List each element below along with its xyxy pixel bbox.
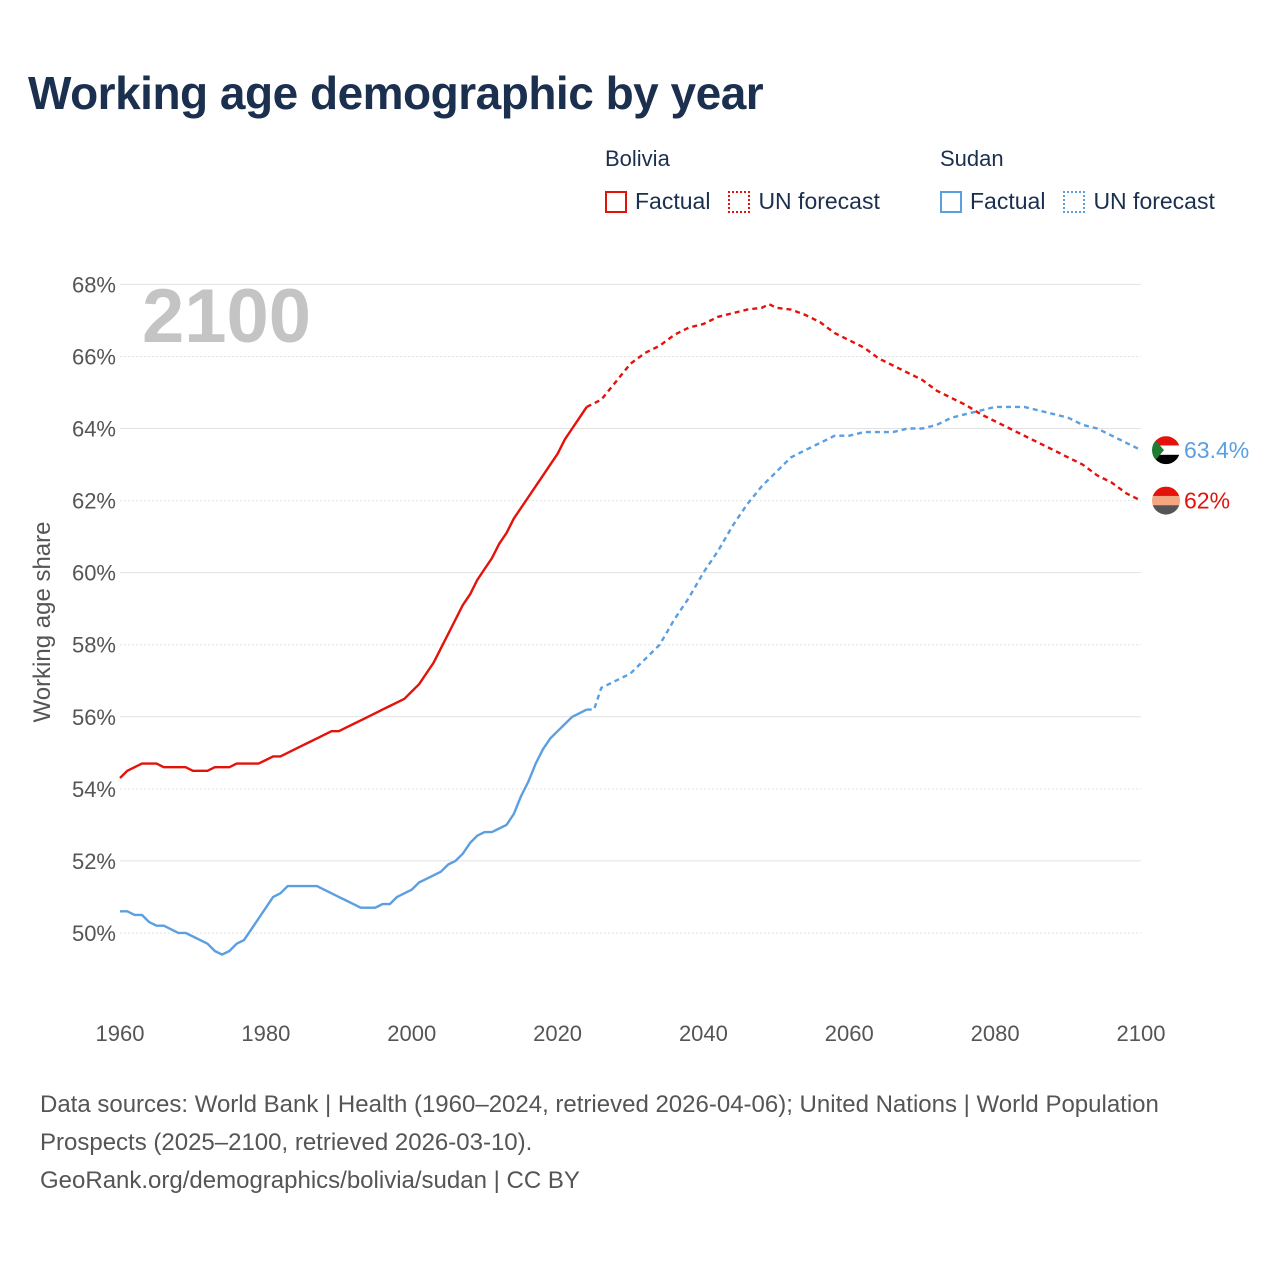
y-tick-label-68: 68%	[72, 272, 116, 297]
legend-label-sudan-forecast: UN forecast	[1093, 188, 1215, 214]
chart-plot: 2100 Working age share 50% 52% 54% 56% 58% 60…	[29, 272, 1249, 1046]
legend-country-bolivia: Bolivia	[605, 146, 670, 171]
footer-sources: Data sources: World Bank | Health (1960–…	[40, 1091, 1159, 1156]
y-tick-label-66: 66%	[72, 344, 116, 369]
y-tick-label-54: 54%	[72, 777, 116, 802]
endpoints: 62% 63.4%	[1152, 436, 1249, 515]
legend-label-bolivia-forecast: UN forecast	[758, 188, 880, 214]
chart-title: Working age demographic by year	[28, 67, 764, 119]
legend-label-bolivia-factual: Factual	[635, 188, 711, 214]
legend-item-sudan-forecast[interactable]: UN forecast	[1063, 188, 1215, 215]
series	[119, 302, 1142, 956]
y-tick-label-56: 56%	[72, 705, 116, 730]
end-label-sudan: 63.4%	[1184, 437, 1249, 463]
x-tick-label-1960: 1960	[96, 1021, 145, 1046]
flag-bolivia-icon	[1152, 486, 1180, 515]
x-tick-label-2020: 2020	[533, 1021, 582, 1046]
legend-country-sudan: Sudan	[940, 146, 1004, 171]
x-tick-label-2100: 2100	[1117, 1021, 1166, 1046]
series-line-bolivia-forecast	[586, 302, 1142, 502]
x-tick-label-2080: 2080	[971, 1021, 1020, 1046]
grid	[120, 283, 1141, 934]
year-watermark: 2100	[142, 274, 311, 359]
axis-ticks: 50% 52% 54% 56% 58% 60% 62% 64% 66% 68% 1960 1980 20…	[72, 272, 1166, 1046]
legend-item-bolivia-factual[interactable]: Factual	[605, 188, 710, 215]
legend-group-bolivia: Bolivia Factual UN forecast	[605, 146, 898, 215]
end-label-bolivia: 62%	[1184, 488, 1230, 514]
legend-swatch-bolivia-forecast	[728, 190, 751, 213]
y-tick-label-62: 62%	[72, 489, 116, 514]
footer-attribution[interactable]: GeoRank.org/demographics/bolivia/sudan |…	[40, 1167, 580, 1194]
y-tick-label-64: 64%	[72, 417, 116, 442]
legend-swatch-bolivia-factual	[605, 190, 627, 213]
y-tick-label-58: 58%	[72, 633, 116, 658]
legend-item-bolivia-forecast[interactable]: UN forecast	[728, 188, 880, 215]
series-line-bolivia-factual	[119, 406, 588, 779]
x-tick-label-2040: 2040	[679, 1021, 728, 1046]
legend-swatch-sudan-factual	[940, 190, 962, 213]
flag-sudan-icon	[1152, 436, 1180, 465]
legend-item-sudan-factual[interactable]: Factual	[940, 188, 1045, 215]
y-axis-label: Working age share	[29, 522, 56, 723]
legend-group-sudan: Sudan Factual UN forecast	[940, 146, 1233, 215]
y-tick-label-60: 60%	[72, 561, 116, 586]
series-line-sudan-forecast	[586, 405, 1142, 711]
y-tick-label-52: 52%	[72, 849, 116, 874]
footer: Data sources: World Bank | Health (1960–…	[40, 1086, 1220, 1200]
x-tick-label-2000: 2000	[387, 1021, 436, 1046]
series-line-sudan-factual	[120, 708, 588, 956]
x-tick-label-2060: 2060	[825, 1021, 874, 1046]
x-tick-label-1980: 1980	[241, 1021, 290, 1046]
legend-label-sudan-factual: Factual	[970, 188, 1046, 214]
y-tick-label-50: 50%	[72, 921, 116, 946]
legend-swatch-sudan-forecast	[1063, 190, 1086, 213]
